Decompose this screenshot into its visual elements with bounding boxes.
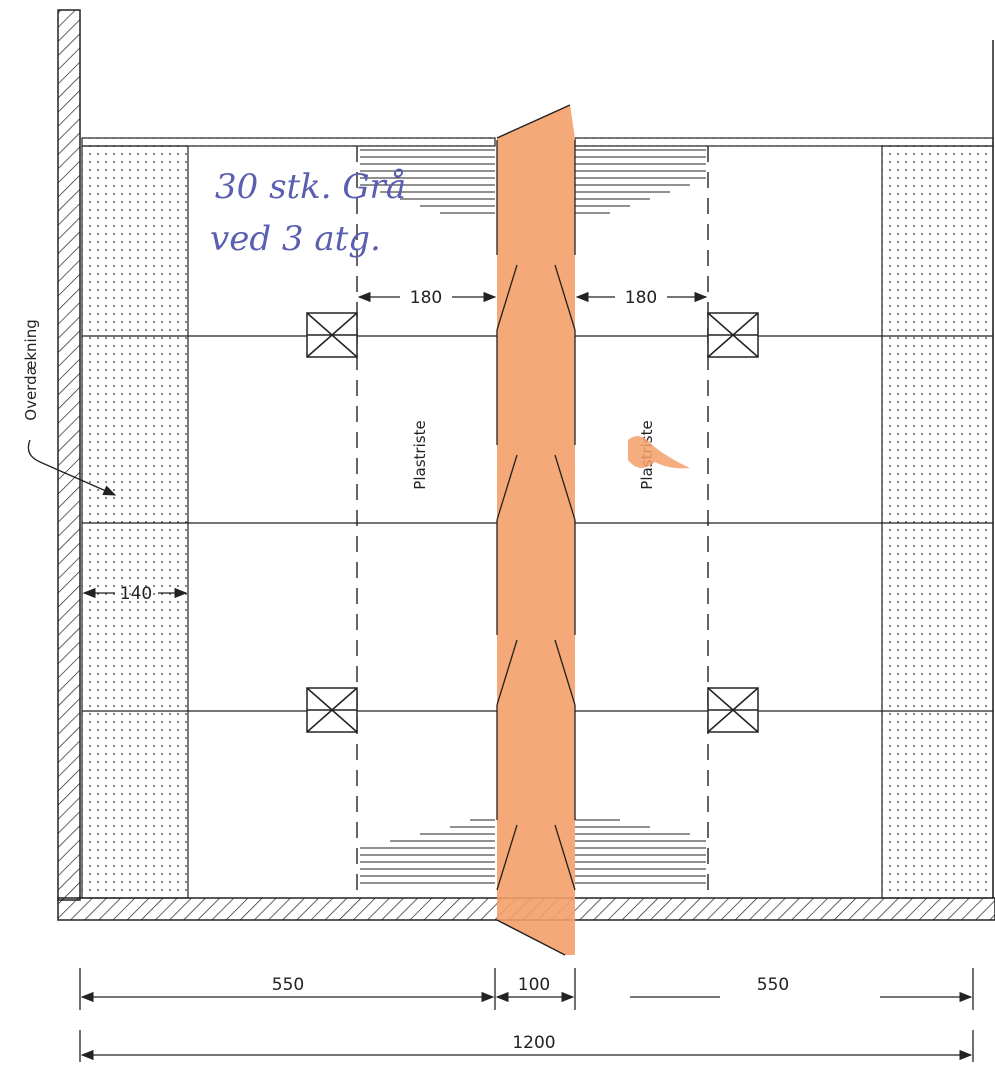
dimension-180-right: 180	[577, 288, 706, 308]
dim-1200-label: 1200	[512, 1033, 555, 1053]
right-cover-region	[882, 146, 993, 898]
handwritten-note-line1: 30 stk. Grå	[215, 167, 406, 207]
dimension-180-left: 180	[359, 288, 495, 308]
dim-550-right-label: 550	[757, 975, 789, 995]
overdaekning-label: Overdækning	[22, 319, 40, 420]
handwritten-note-line2: ved 3 atg.	[210, 219, 381, 259]
dim-550-left-label: 550	[272, 975, 304, 995]
plastriste-left-label: Plastriste	[411, 420, 429, 489]
anchor-box-left-top	[307, 313, 357, 357]
anchor-box-left-bottom	[307, 688, 357, 732]
anchor-box-right-top	[708, 313, 758, 357]
anchor-box-right-bottom	[708, 688, 758, 732]
dim-100-label: 100	[518, 975, 550, 995]
orange-mark	[628, 436, 690, 468]
dim-180-right-label: 180	[625, 288, 657, 308]
left-wall	[58, 10, 80, 900]
center-channel	[497, 105, 575, 955]
dim-180-left-label: 180	[410, 288, 442, 308]
dim-140-label: 140	[120, 584, 152, 604]
left-cover-region	[82, 146, 188, 898]
